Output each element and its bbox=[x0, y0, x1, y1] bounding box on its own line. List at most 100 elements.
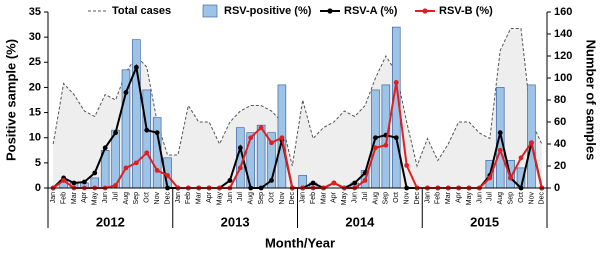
y-tick-label: 25 bbox=[29, 56, 41, 68]
x-tick-label: Oct bbox=[393, 192, 400, 203]
point bbox=[331, 180, 337, 186]
y2-tick-label: 20 bbox=[554, 160, 566, 172]
bar bbox=[256, 124, 266, 189]
legend-label: RSV-B (%) bbox=[439, 5, 493, 17]
x-tick-label: Mar bbox=[71, 191, 78, 204]
x-tick-label: Jun bbox=[476, 192, 483, 203]
point bbox=[258, 125, 264, 131]
point bbox=[154, 130, 160, 136]
point bbox=[227, 178, 233, 183]
y-tick-label: 15 bbox=[29, 106, 41, 118]
x-tick-label: Aug bbox=[372, 192, 379, 205]
x-tick-label: Jun bbox=[352, 192, 359, 203]
bar bbox=[527, 84, 536, 189]
point bbox=[154, 168, 160, 173]
x-tick-label: May bbox=[92, 192, 99, 206]
point bbox=[404, 162, 410, 168]
legend-symbol bbox=[422, 8, 428, 14]
x-tick-label: Dec bbox=[414, 192, 421, 205]
point bbox=[113, 183, 118, 188]
x-tick-label: Sep bbox=[383, 192, 390, 205]
y2-tick-label: 100 bbox=[554, 72, 572, 84]
x-tick-label: Sep bbox=[133, 192, 140, 205]
y2-tick-label: 40 bbox=[554, 138, 566, 150]
legend-label: RSV-positive (%) bbox=[224, 5, 312, 17]
y2-tick-label: 120 bbox=[554, 50, 572, 62]
point bbox=[133, 64, 139, 70]
x-tick-label: Jul bbox=[362, 192, 369, 201]
x-tick-label: Aug bbox=[497, 192, 504, 205]
point bbox=[123, 165, 129, 171]
point bbox=[393, 80, 399, 85]
point bbox=[61, 178, 66, 183]
y2-tick-label: 140 bbox=[554, 28, 572, 40]
x-tick-label: Nov bbox=[404, 192, 411, 205]
x-tick-label: Oct bbox=[144, 192, 151, 203]
point bbox=[487, 175, 493, 181]
legend-label: Total cases bbox=[112, 5, 171, 17]
bar bbox=[132, 39, 141, 189]
year-label: 2013 bbox=[221, 214, 250, 229]
x-tick-label: Dec bbox=[539, 192, 546, 205]
x-tick-label: Apr bbox=[455, 191, 462, 203]
point bbox=[237, 165, 243, 171]
x-tick-label: Feb bbox=[435, 192, 442, 204]
x-tick-label: Nov bbox=[279, 192, 286, 205]
point bbox=[237, 145, 243, 151]
y-tick-label: 35 bbox=[29, 6, 41, 18]
point bbox=[310, 180, 316, 186]
point bbox=[497, 147, 503, 153]
x-tick-label: Aug bbox=[123, 192, 130, 205]
legend-symbol bbox=[202, 4, 218, 18]
x-tick-label: Jan bbox=[175, 192, 182, 203]
x-tick-label: Oct bbox=[518, 192, 525, 203]
x-tick-label: Mar bbox=[196, 191, 203, 204]
x-tick-label: Aug bbox=[248, 192, 255, 205]
year-label: 2012 bbox=[96, 214, 125, 229]
point bbox=[113, 130, 118, 136]
point bbox=[279, 135, 285, 141]
y-tick-label: 5 bbox=[35, 157, 41, 169]
x-tick-label: Feb bbox=[185, 192, 192, 204]
point bbox=[248, 135, 254, 141]
x-tick-label: Jul bbox=[237, 192, 244, 201]
x-tick-label: Jan bbox=[424, 192, 431, 203]
x-tick-label: Jul bbox=[112, 192, 119, 201]
point bbox=[497, 130, 503, 136]
x-tick-label: Feb bbox=[310, 192, 317, 204]
x-tick-label: Mar bbox=[320, 191, 327, 204]
y-axis-label: Positive sample (%) bbox=[3, 39, 18, 161]
point bbox=[362, 178, 368, 183]
x-tick-label: Apr bbox=[331, 191, 338, 203]
y-tick-label: 10 bbox=[29, 132, 41, 144]
x-tick-label: Jan bbox=[50, 192, 57, 203]
x-tick-label: Jul bbox=[487, 192, 494, 201]
x-tick-label: May bbox=[466, 192, 473, 206]
point bbox=[165, 173, 170, 178]
year-label: 2015 bbox=[470, 214, 499, 229]
y-tick-label: 30 bbox=[29, 31, 41, 43]
point bbox=[383, 142, 389, 148]
x-tick-label: Apr bbox=[81, 191, 88, 203]
point bbox=[71, 180, 77, 186]
x-tick-label: Jun bbox=[227, 192, 234, 203]
y2-tick-label: 160 bbox=[554, 6, 572, 18]
area-line bbox=[52, 28, 543, 168]
x-tick-label: May bbox=[216, 192, 223, 206]
point bbox=[123, 90, 129, 95]
point bbox=[102, 145, 108, 151]
point bbox=[144, 150, 150, 156]
year-label: 2014 bbox=[345, 214, 375, 229]
point bbox=[92, 170, 98, 176]
x-tick-label: May bbox=[341, 192, 348, 206]
x-tick-label: Dec bbox=[164, 192, 171, 205]
legend-symbol bbox=[327, 8, 333, 14]
point bbox=[518, 155, 524, 161]
point bbox=[393, 135, 399, 141]
y2-tick-label: 80 bbox=[554, 94, 566, 106]
point bbox=[352, 180, 358, 186]
x-tick-label: Dec bbox=[289, 192, 296, 205]
point bbox=[529, 140, 534, 146]
point bbox=[269, 140, 274, 146]
